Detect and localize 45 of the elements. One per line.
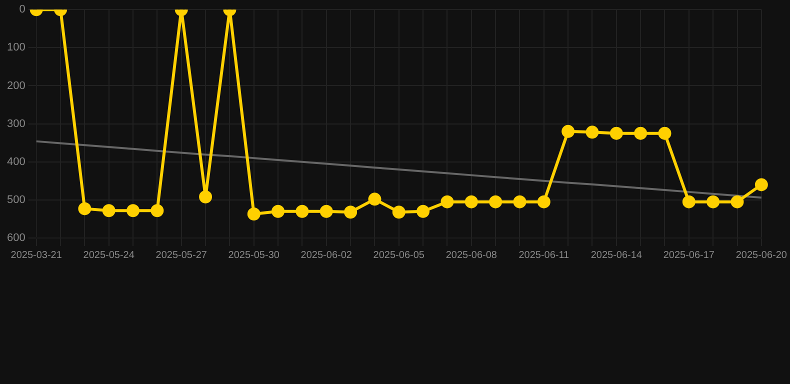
point xyxy=(586,126,599,139)
y-tick-label: 300 xyxy=(6,118,26,130)
x-tick-label: 2025-06-02 xyxy=(300,250,352,261)
x-tick-label: 2025-06-20 xyxy=(736,250,788,261)
point xyxy=(489,195,502,208)
x-tick-label: 2025-06-11 xyxy=(518,250,570,261)
point xyxy=(102,204,116,218)
point xyxy=(513,195,526,208)
x-tick-label: 2025-05-24 xyxy=(83,250,135,261)
point xyxy=(320,204,333,218)
point xyxy=(392,206,406,219)
point xyxy=(682,195,696,208)
point xyxy=(150,204,164,218)
point xyxy=(126,204,140,218)
point xyxy=(272,204,285,218)
point xyxy=(199,190,212,204)
x-tick-label: 2025-06-14 xyxy=(590,250,642,261)
y-tick-label: 100 xyxy=(6,42,26,54)
point xyxy=(296,204,309,218)
point xyxy=(730,195,744,208)
x-tick-label: 2025-05-30 xyxy=(228,250,280,261)
point xyxy=(537,195,550,208)
x-tick-label: 2025-03-21 xyxy=(10,250,62,261)
point xyxy=(78,202,92,216)
x-tick-label: 2025-06-05 xyxy=(373,250,425,261)
y-tick-label: 0 xyxy=(19,4,26,16)
point xyxy=(658,126,672,140)
point xyxy=(416,204,430,218)
point xyxy=(247,208,260,221)
x-tick-label: 2025-06-17 xyxy=(663,250,715,261)
point xyxy=(562,124,575,138)
point xyxy=(754,178,768,192)
point xyxy=(464,195,478,208)
x-tick-label: 2025-06-08 xyxy=(446,250,498,261)
x-tick-label: 2025-05-27 xyxy=(156,250,208,261)
y-tick-label: 500 xyxy=(6,194,26,206)
y-tick-label: 600 xyxy=(6,232,26,244)
point xyxy=(634,126,648,140)
y-tick-label: 200 xyxy=(6,80,26,92)
point xyxy=(706,195,720,208)
point xyxy=(368,192,382,206)
point xyxy=(344,206,358,219)
point xyxy=(610,126,623,140)
y-tick-label: 400 xyxy=(6,156,26,168)
point xyxy=(440,195,454,208)
